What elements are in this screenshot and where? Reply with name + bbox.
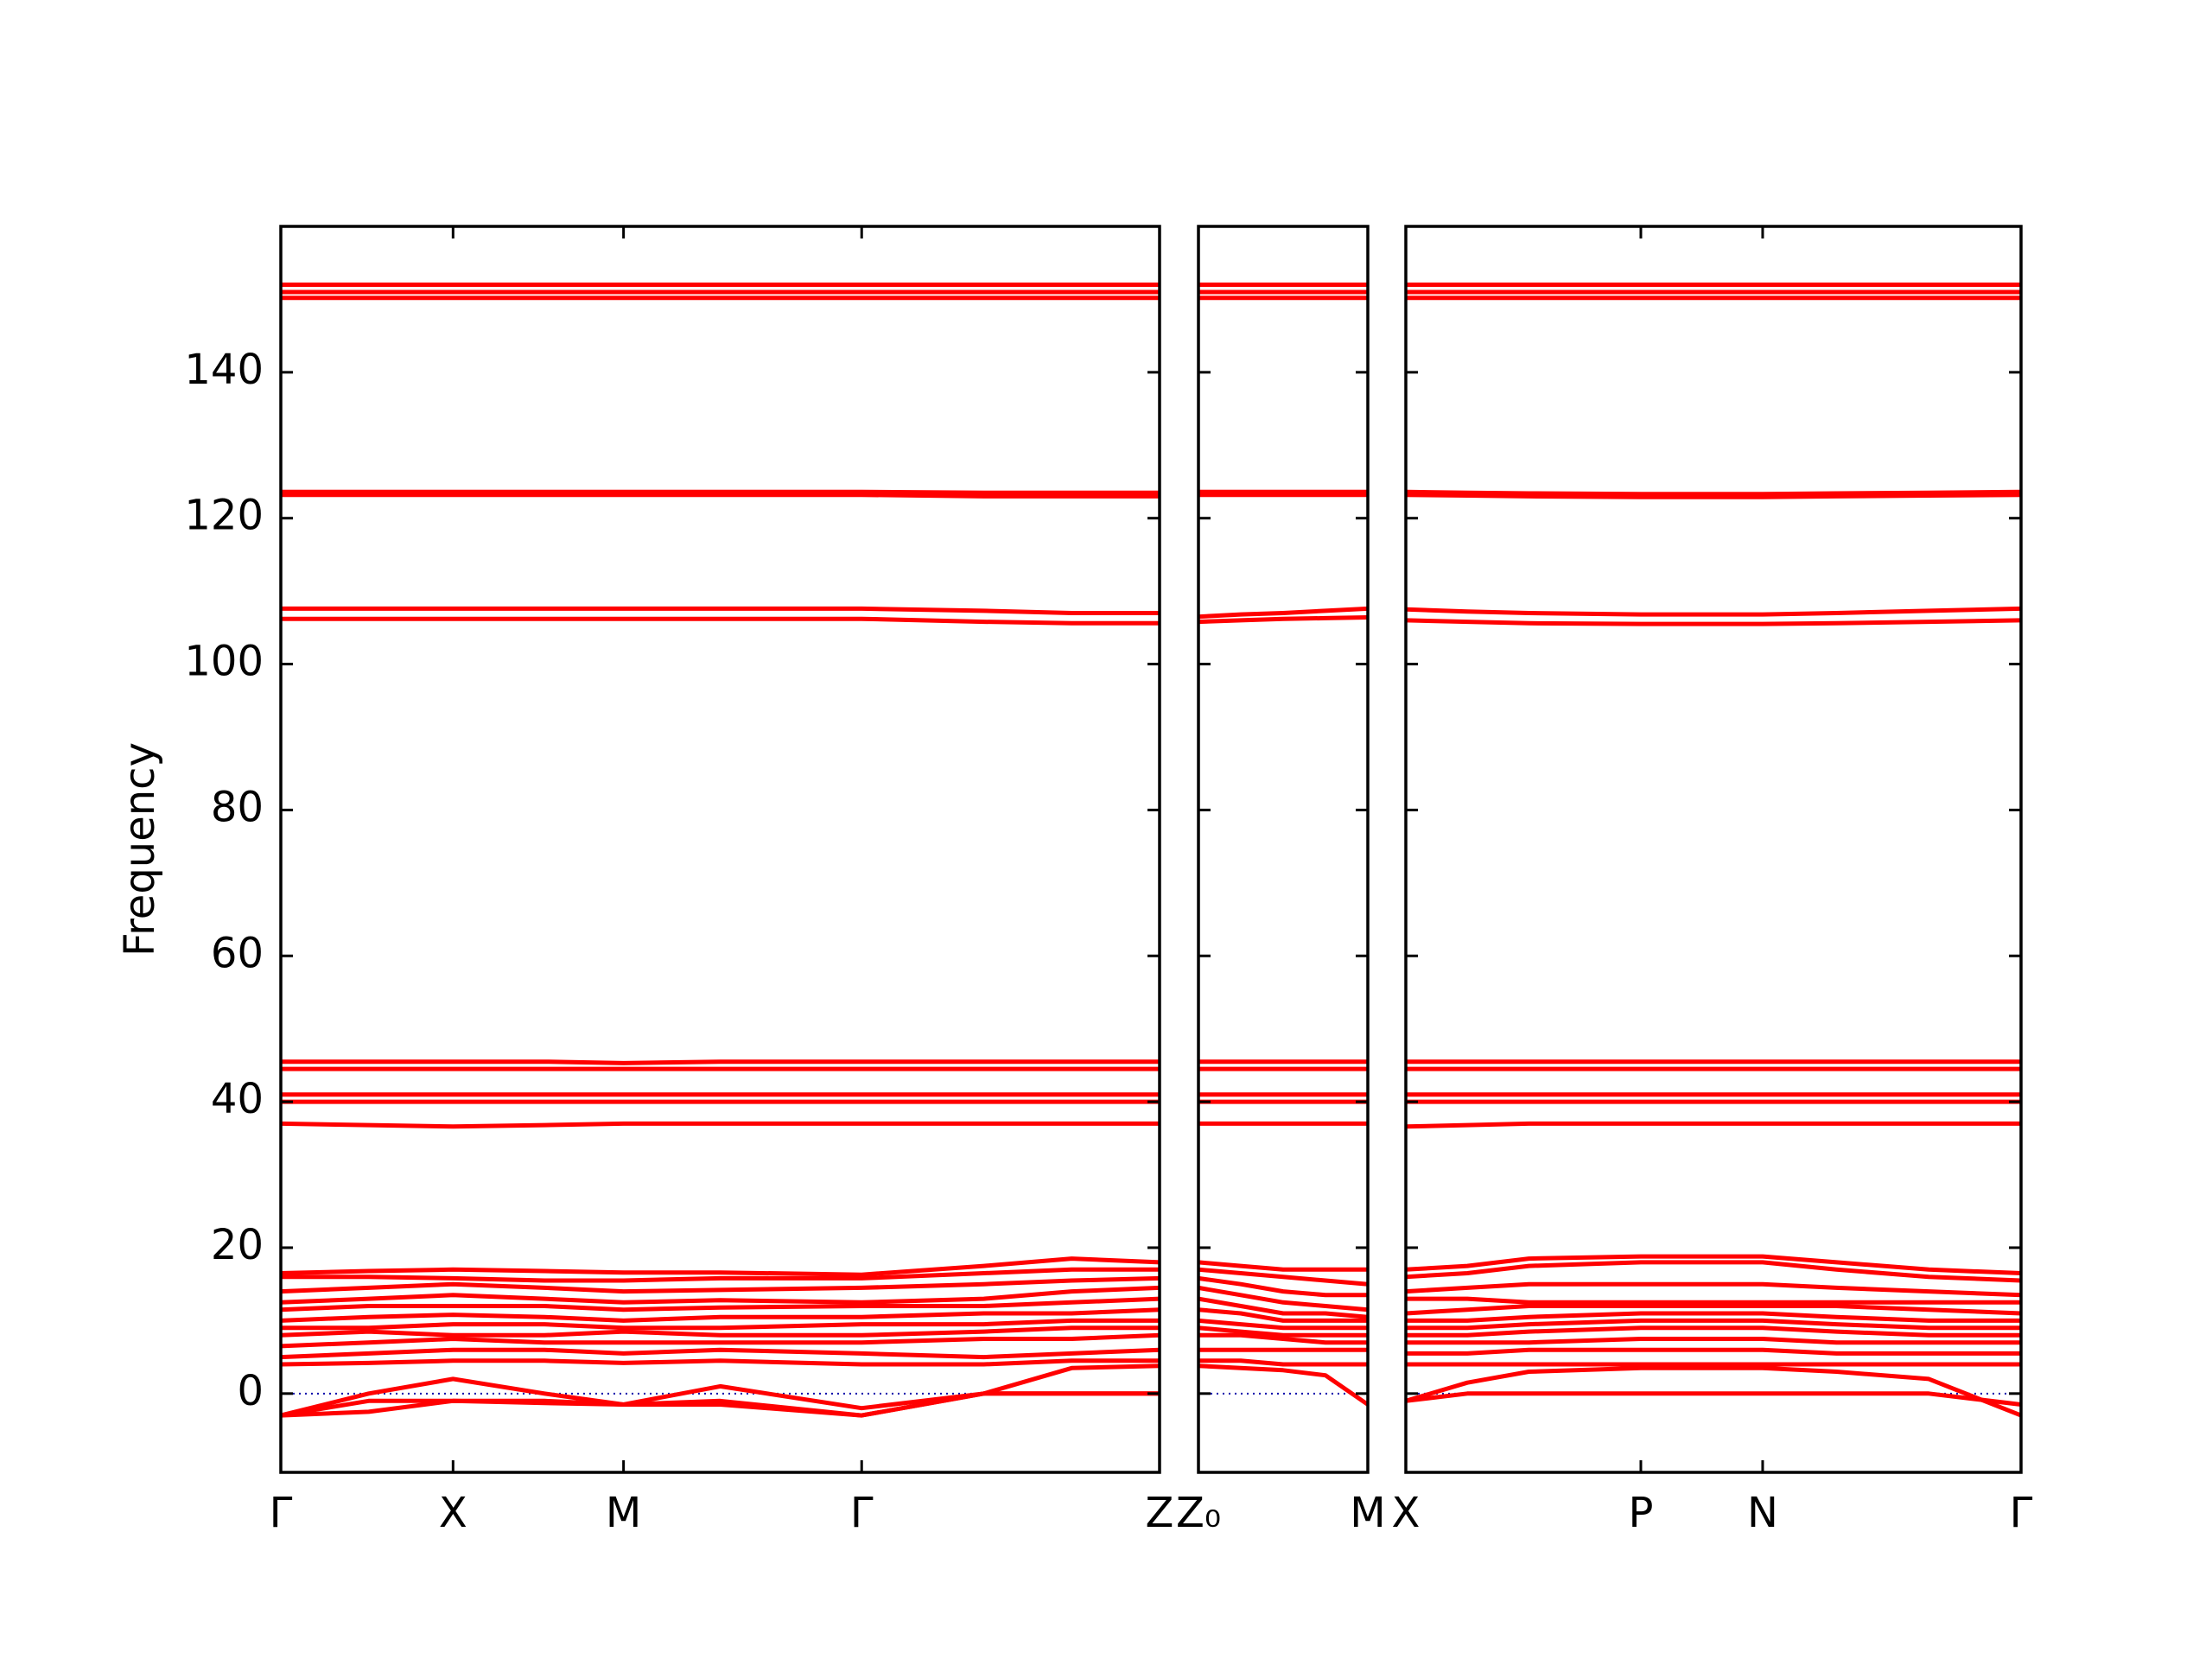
band-line: [1405, 1365, 2022, 1418]
x-tick-label: M: [1350, 1489, 1385, 1537]
band-line: [281, 1318, 1160, 1331]
band-line: [1198, 1285, 1369, 1313]
band-line: [280, 1307, 1160, 1323]
band-line: [280, 1376, 1160, 1418]
band-line: [280, 1358, 1160, 1367]
y-tick-label: 20: [211, 1221, 264, 1269]
band-line: [1198, 1267, 1369, 1287]
band-line: [1405, 606, 2022, 617]
band-line: [1406, 1337, 2021, 1345]
band-line: [1405, 1391, 2022, 1407]
x-tick-label: P: [1629, 1489, 1654, 1537]
band-line: [280, 1296, 1160, 1313]
y-tick-label: 0: [237, 1367, 264, 1415]
band-line: [280, 1347, 1160, 1360]
x-tick-label: Γ: [850, 1489, 874, 1537]
band-line: [281, 493, 1160, 499]
band-line: [280, 1363, 1160, 1418]
band-line: [1406, 1318, 2021, 1331]
band-line: [1405, 489, 2022, 497]
band-line: [1198, 606, 1369, 620]
band-line: [1405, 1304, 2022, 1316]
y-tick-label: 120: [184, 492, 264, 540]
band-line: [281, 616, 1160, 626]
x-tick-label: N: [1747, 1489, 1778, 1537]
x-tick-label: Γ: [270, 1489, 293, 1537]
band-line: [1405, 1254, 2022, 1275]
panel-frame: [1404, 225, 2023, 1474]
y-tick-label: 100: [184, 638, 264, 686]
band-line: [1405, 1260, 2022, 1283]
x-tick-label: Γ: [2010, 1489, 2033, 1537]
band-line: [1198, 615, 1369, 625]
band-line: [280, 1275, 1160, 1294]
x-tick-label: M: [606, 1489, 641, 1537]
band-line: [1198, 1363, 1370, 1407]
band-line: [281, 1059, 1160, 1065]
band-line: [1406, 1347, 2021, 1356]
band-line: [1198, 1296, 1369, 1319]
band-line: [1198, 1260, 1368, 1272]
x-tick-label: X: [439, 1489, 467, 1537]
band-line: [280, 1325, 1160, 1338]
x-tick-label: Z: [1146, 1489, 1174, 1537]
band-line: [1406, 1296, 2021, 1305]
panel-frame: [1197, 225, 1370, 1474]
band-line: [1406, 1311, 2021, 1323]
x-tick-label: Z₀: [1176, 1489, 1221, 1537]
band-line: [1405, 493, 2022, 499]
band-line: [281, 489, 1160, 495]
y-tick-label: 140: [184, 346, 264, 394]
x-tick-label: X: [1392, 1489, 1421, 1537]
band-line: [1405, 1121, 2021, 1129]
band-line: [1198, 1358, 1368, 1367]
band-line: [280, 1256, 1160, 1277]
y-axis-label: Frequency: [116, 742, 164, 957]
y-tick-label: 40: [211, 1075, 264, 1123]
band-line: [1198, 1307, 1368, 1323]
band-line: [280, 1391, 1160, 1418]
band-line: [280, 1285, 1160, 1305]
band-line: [280, 1332, 1160, 1349]
y-tick-label: 60: [211, 929, 264, 977]
band-line: [1405, 1281, 2022, 1298]
band-line: [281, 606, 1160, 615]
band-line: [1406, 1325, 2021, 1338]
band-line: [280, 1121, 1160, 1129]
band-line: [281, 1267, 1160, 1283]
band-line: [1198, 1332, 1368, 1345]
band-line: [1198, 1325, 1368, 1338]
y-tick-label: 80: [211, 783, 264, 831]
panel-frame: [279, 225, 1161, 1474]
band-line: [1198, 1275, 1368, 1298]
band-line: [1198, 1318, 1368, 1331]
band-line: [1405, 618, 2022, 626]
